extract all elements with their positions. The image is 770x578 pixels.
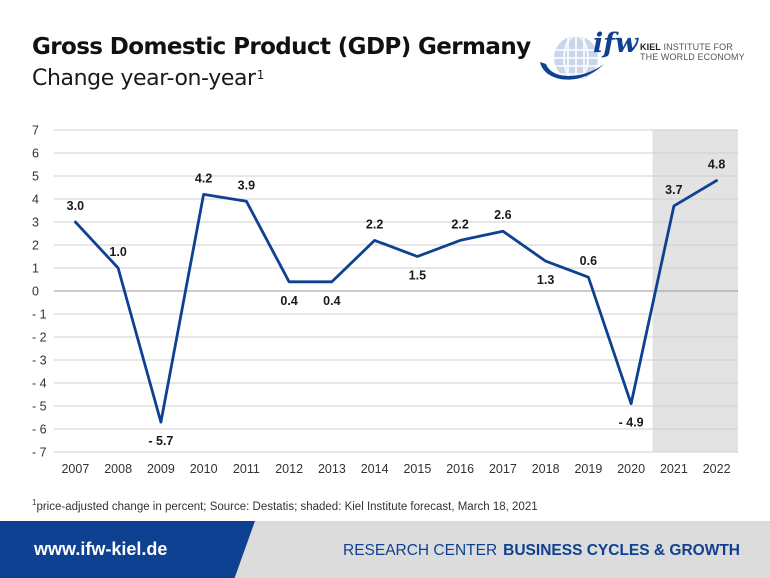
data-label: 3.7 bbox=[665, 183, 682, 197]
data-label: 0.6 bbox=[580, 254, 597, 268]
data-label: 4.2 bbox=[195, 171, 212, 185]
y-tick-label: - 2 bbox=[32, 331, 47, 345]
x-tick-label: 2021 bbox=[660, 462, 688, 476]
y-axis-ticks: 7 6 5 4 3 2 1 0 - 1 - 2 - 3 - 4 - 5 - 6 - 7 bbox=[32, 124, 47, 460]
y-tick-label: 0 bbox=[32, 285, 39, 299]
y-tick-label: 2 bbox=[32, 239, 39, 253]
data-label: 1.3 bbox=[537, 273, 554, 287]
chart-subtitle: Change year-on-year1 bbox=[32, 66, 264, 91]
y-tick-label: - 4 bbox=[32, 377, 47, 391]
y-tick-label: - 1 bbox=[32, 308, 47, 322]
x-tick-label: 2010 bbox=[190, 462, 218, 476]
research-center-label: RESEARCH CENTER BUSINESS CYCLES & GROWTH bbox=[343, 542, 740, 560]
institute-name-line1: INSTITUTE FOR bbox=[663, 42, 733, 52]
y-tick-label: 1 bbox=[32, 262, 39, 276]
data-label: 1.0 bbox=[109, 245, 126, 259]
data-label: 2.2 bbox=[366, 217, 383, 231]
data-label: 2.2 bbox=[451, 217, 468, 231]
footnote: 1price-adjusted change in percent; Sourc… bbox=[32, 498, 538, 513]
globe-icon bbox=[540, 36, 604, 80]
data-label: 2.6 bbox=[494, 208, 511, 222]
data-label: - 5.7 bbox=[148, 434, 173, 448]
x-tick-label: 2011 bbox=[233, 462, 260, 476]
subtitle-text: Change year-on-year bbox=[32, 66, 256, 91]
data-label: 1.5 bbox=[409, 269, 426, 283]
website-link[interactable]: www.ifw-kiel.de bbox=[34, 539, 168, 559]
footnote-text: price-adjusted change in percent; Source… bbox=[36, 500, 538, 513]
institute-name-bold: KIEL bbox=[640, 42, 661, 52]
data-label: 4.8 bbox=[708, 158, 725, 172]
data-label: 0.4 bbox=[280, 294, 297, 308]
x-tick-label: 2013 bbox=[318, 462, 346, 476]
research-center-name: BUSINESS CYCLES & GROWTH bbox=[503, 542, 740, 559]
research-center-prefix: RESEARCH CENTER bbox=[343, 542, 498, 559]
data-label: - 4.9 bbox=[619, 416, 644, 430]
y-tick-label: 4 bbox=[32, 193, 39, 207]
y-tick-label: - 7 bbox=[32, 446, 47, 460]
footnote-mark: 1 bbox=[32, 498, 37, 507]
y-tick-label: 6 bbox=[32, 147, 39, 161]
data-label: 3.9 bbox=[238, 178, 255, 192]
x-tick-label: 2015 bbox=[403, 462, 431, 476]
y-tick-label: 5 bbox=[32, 170, 39, 184]
x-tick-label: 2016 bbox=[446, 462, 474, 476]
ifw-wordmark-text: ifw bbox=[593, 28, 640, 59]
chart-title: Gross Domestic Product (GDP) Germany bbox=[32, 34, 531, 60]
data-label: 0.4 bbox=[323, 294, 340, 308]
series-line bbox=[74, 179, 718, 424]
y-tick-label: - 5 bbox=[32, 400, 47, 414]
x-tick-label: 2017 bbox=[489, 462, 517, 476]
x-tick-label: 2012 bbox=[275, 462, 303, 476]
data-labels: 3.0 1.0 - 5.7 4.2 3.9 0.4 0.4 2.2 1.5 2.2 2.6 1.3 0.… bbox=[67, 158, 726, 449]
institute-name: KIEL INSTITUTE FOR THE WORLD ECONOMY bbox=[640, 42, 745, 62]
x-tick-label: 2014 bbox=[361, 462, 389, 476]
y-tick-label: 3 bbox=[32, 216, 39, 230]
y-tick-label: 7 bbox=[32, 124, 39, 138]
y-tick-label: - 6 bbox=[32, 423, 47, 437]
data-label: 3.0 bbox=[67, 199, 84, 213]
ifw-logo: ifw KIEL INSTITUTE FOR THE WORLD ECONOMY bbox=[538, 24, 758, 94]
subtitle-footnote-mark: 1 bbox=[256, 68, 265, 82]
x-tick-label: 2008 bbox=[104, 462, 132, 476]
ifw-wordmark: ifw bbox=[593, 28, 640, 59]
grid-lines bbox=[54, 129, 738, 453]
footer-bar: www.ifw-kiel.de RESEARCH CENTER BUSINESS … bbox=[0, 521, 770, 578]
x-axis-ticks: 2007 2008 2009 2010 2011 2012 2013 2014 2015 2016… bbox=[61, 462, 730, 476]
x-tick-label: 2018 bbox=[532, 462, 560, 476]
x-tick-label: 2022 bbox=[703, 462, 731, 476]
x-tick-label: 2007 bbox=[61, 462, 89, 476]
institute-name-line2: THE WORLD ECONOMY bbox=[640, 52, 745, 62]
x-tick-label: 2009 bbox=[147, 462, 175, 476]
x-tick-label: 2019 bbox=[574, 462, 602, 476]
x-tick-label: 2020 bbox=[617, 462, 645, 476]
y-tick-label: - 3 bbox=[32, 354, 47, 368]
footer-url-panel bbox=[0, 521, 255, 578]
